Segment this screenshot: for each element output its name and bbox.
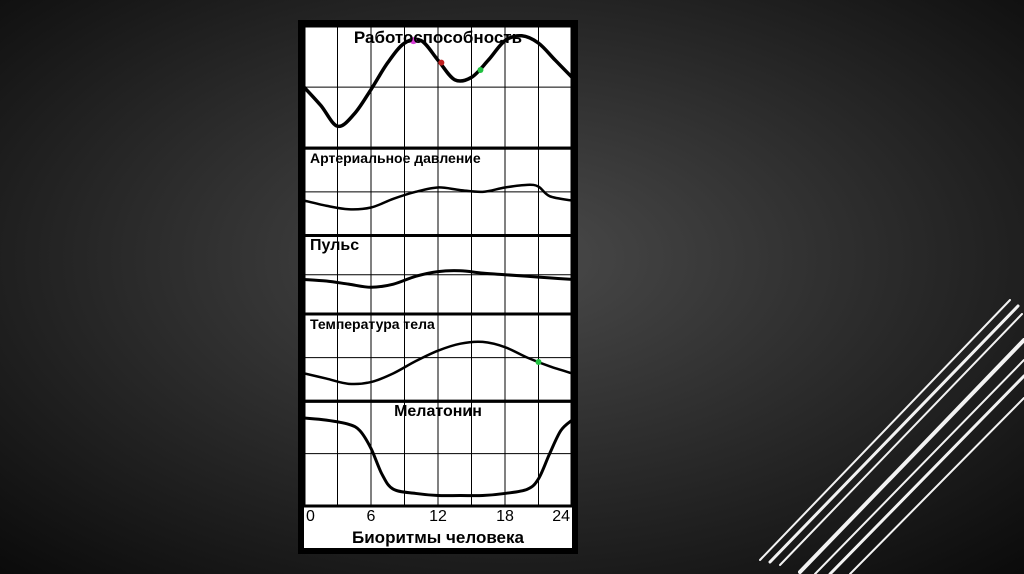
data-marker	[438, 60, 444, 66]
x-tick-label: 18	[496, 508, 514, 526]
subplot-title: Работоспособность	[354, 28, 522, 48]
subplot-title: Мелатонин	[394, 403, 482, 421]
data-marker	[477, 67, 483, 73]
biorhythm-curve	[304, 271, 572, 288]
subplot-title: Артериальное давление	[310, 150, 481, 166]
x-tick-label: 24	[552, 508, 570, 526]
biorhythm-curve	[304, 342, 572, 384]
biorhythm-chart-panel: Работоспособность Артериальное давление Пу…	[298, 20, 578, 554]
biorhythm-curve	[304, 418, 572, 496]
subplot-title: Пульс	[310, 237, 359, 255]
biorhythm-curve	[304, 36, 572, 127]
x-tick-label: 6	[367, 508, 376, 526]
x-tick-label: 0	[306, 508, 315, 526]
subplot-title: Температура тела	[310, 316, 435, 332]
biorhythm-curve	[304, 185, 572, 210]
chart-caption: Биоритмы человека	[352, 528, 524, 548]
x-tick-label: 12	[429, 508, 447, 526]
data-marker	[536, 359, 542, 365]
